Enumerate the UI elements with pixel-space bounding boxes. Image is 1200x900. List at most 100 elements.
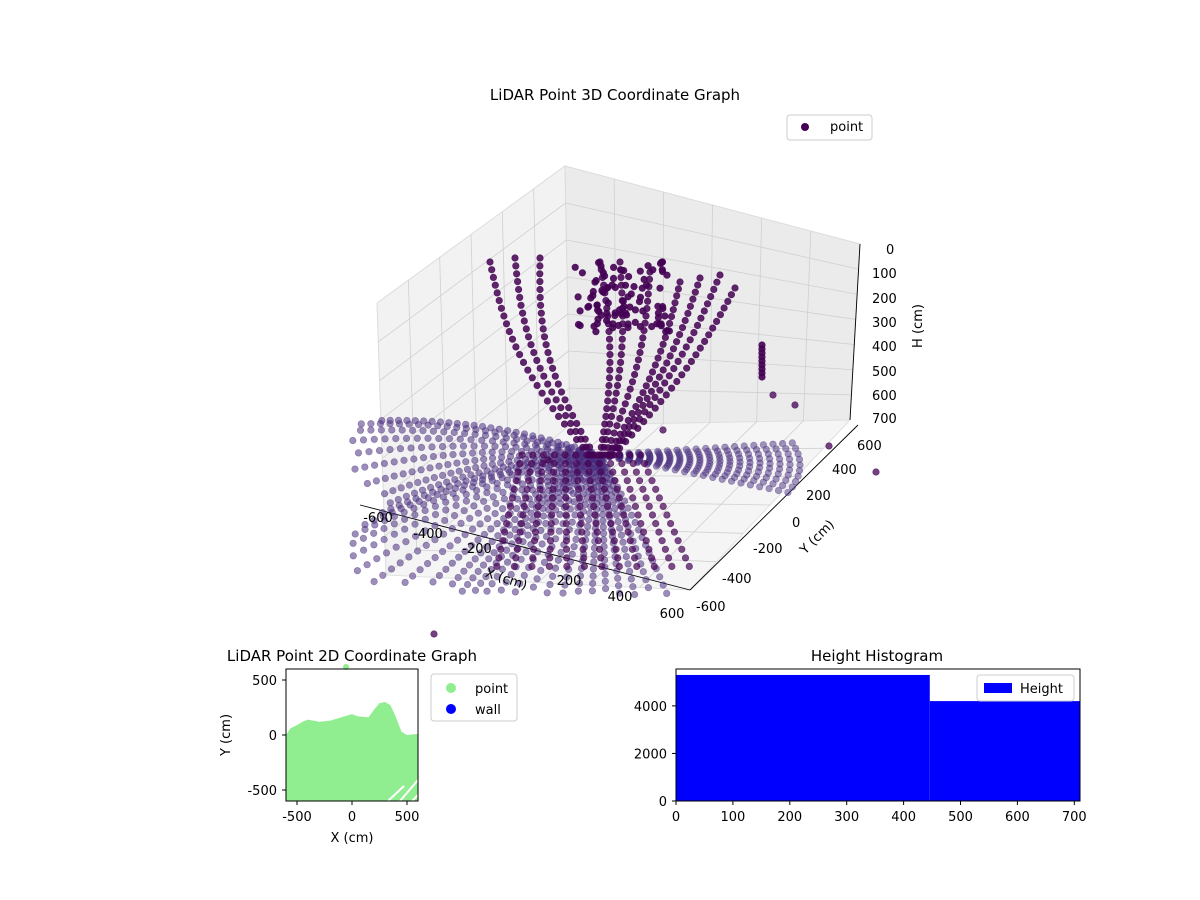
point-3d <box>594 537 603 545</box>
point-3d <box>388 426 396 434</box>
point-3d <box>606 420 614 428</box>
point-3d <box>634 408 643 417</box>
point-3d <box>454 536 462 544</box>
point-3d <box>574 477 582 485</box>
point-3d <box>769 391 777 399</box>
point-3d <box>663 511 671 519</box>
legend-label-point: point <box>830 120 863 135</box>
point-3d <box>655 494 664 502</box>
point-3d <box>563 554 571 562</box>
point-3d <box>693 321 702 330</box>
y-tick-label: 0 <box>269 729 277 744</box>
point-3d <box>557 388 566 396</box>
point-3d <box>550 460 558 468</box>
y-tick-label: 400 <box>832 463 857 478</box>
point-3d <box>363 561 371 569</box>
point-3d <box>460 507 468 515</box>
point-3d <box>651 380 660 388</box>
point-3d <box>481 431 490 440</box>
point-3d <box>460 567 468 575</box>
point-3d <box>349 552 357 560</box>
point-3d <box>639 568 647 576</box>
point-3d <box>520 571 528 580</box>
point-3d <box>493 289 501 297</box>
point-3d <box>578 537 587 545</box>
point-3d <box>664 554 673 562</box>
point-3d <box>605 381 613 390</box>
point-3d <box>622 519 630 528</box>
point-3d <box>644 448 652 456</box>
point-3d <box>673 292 681 300</box>
point-3d <box>682 446 691 454</box>
point-3d <box>440 428 448 436</box>
point-3d <box>791 444 800 453</box>
point-3d <box>462 497 471 505</box>
point-3d <box>690 329 698 337</box>
point-3d <box>501 443 510 451</box>
point-3d <box>659 366 667 374</box>
point-3d <box>621 545 629 553</box>
point-3d <box>611 309 619 317</box>
point-3d <box>520 317 528 325</box>
point-3d <box>630 554 639 562</box>
point-3d <box>405 481 414 489</box>
point-3d <box>562 511 570 519</box>
point-3d <box>434 422 442 430</box>
point-3d <box>371 521 379 529</box>
point-3d <box>429 452 438 461</box>
point-3d <box>602 317 611 325</box>
point-3d <box>597 468 605 476</box>
point-3d <box>459 442 468 450</box>
point-3d <box>648 368 657 376</box>
point-3d <box>500 495 509 503</box>
point-3d <box>522 444 531 452</box>
point-3d <box>512 554 520 562</box>
histogram-bars <box>676 674 1080 801</box>
point-3d <box>349 436 357 445</box>
point-3d <box>440 530 448 538</box>
point-3d <box>514 285 523 294</box>
point-3d <box>661 545 670 553</box>
point-3d <box>529 451 537 459</box>
point-3d <box>635 298 644 306</box>
point-3d <box>716 311 725 319</box>
point-3d <box>615 562 623 571</box>
point-3d <box>562 502 570 511</box>
point-3d <box>523 485 531 493</box>
x-tick-label: 300 <box>834 810 859 825</box>
point-3d <box>638 284 646 292</box>
point-3d <box>396 559 404 567</box>
point-3d <box>658 537 666 545</box>
point-3d <box>527 509 535 517</box>
point-3d <box>381 474 389 483</box>
point-3d <box>670 528 679 536</box>
point-3d <box>663 271 671 279</box>
point-3d <box>605 511 613 519</box>
point-3d <box>618 343 626 351</box>
point-3d <box>380 524 388 533</box>
point-3d <box>431 521 439 530</box>
point-3d <box>644 468 652 476</box>
point-3d <box>590 322 598 330</box>
point-3d <box>624 320 632 328</box>
point-3d <box>536 285 544 294</box>
point-3d <box>663 447 671 455</box>
z-tick-label: 700 <box>872 412 897 427</box>
point-3d <box>455 553 463 561</box>
x-tick-label: 400 <box>891 810 916 825</box>
point-3d <box>650 562 658 571</box>
point-3d <box>655 373 664 381</box>
histogram-title: Height Histogram <box>811 647 943 665</box>
z-tick-label: 100 <box>872 267 897 282</box>
point-3d <box>622 438 630 446</box>
point-3d <box>422 476 430 484</box>
point-3d <box>617 310 626 318</box>
point-3d <box>400 456 408 464</box>
point-3d <box>561 396 569 404</box>
point-3d <box>351 465 359 473</box>
point-3d <box>606 343 614 351</box>
point-3d <box>606 366 614 374</box>
legend-label-wall: wall <box>475 703 501 718</box>
point-3d <box>605 374 614 382</box>
point-3d <box>522 325 530 333</box>
